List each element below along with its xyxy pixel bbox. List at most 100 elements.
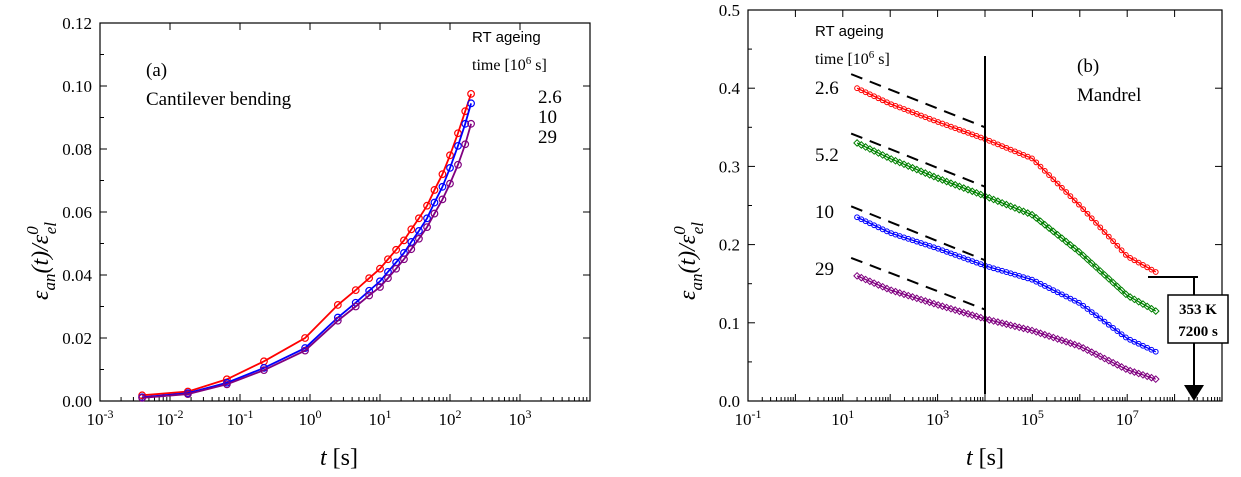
y-sub2: el — [41, 222, 60, 235]
data-point — [301, 346, 309, 355]
data-point — [1096, 352, 1105, 361]
data-point — [1147, 304, 1156, 313]
data-point — [895, 289, 904, 297]
data-point — [1053, 230, 1062, 239]
y-tick-label: 0.04 — [62, 266, 92, 285]
data-point — [921, 297, 930, 305]
data-point — [1096, 267, 1105, 275]
data-point — [1040, 330, 1049, 339]
data-point — [1093, 312, 1099, 319]
panel-b-series — [850, 56, 1160, 394]
data-point — [1121, 290, 1130, 299]
data-point — [985, 193, 994, 202]
data-point — [998, 319, 1007, 328]
data-point — [1011, 322, 1019, 331]
data-point — [1049, 227, 1058, 236]
data-point — [1093, 219, 1099, 226]
y-tick-label: 0.4 — [719, 79, 741, 98]
y-tick-label: 0.12 — [62, 14, 92, 33]
data-point — [1032, 327, 1041, 336]
y-tick-label: 0.3 — [719, 157, 740, 176]
data-point — [461, 119, 470, 128]
data-point — [392, 264, 401, 273]
data-point — [887, 286, 896, 295]
legend-title-2-text: time [10 — [472, 57, 526, 74]
panel-a-annotation: Cantilever bending — [146, 89, 292, 110]
data-point — [1076, 299, 1082, 306]
data-point — [976, 190, 985, 199]
x-tick-label: 10-2 — [157, 407, 184, 429]
data-point — [1080, 206, 1087, 213]
data-point — [400, 255, 408, 264]
data-point — [438, 170, 447, 179]
y-tick-label: 0.2 — [719, 236, 740, 255]
data-point — [430, 186, 439, 194]
y-tick-label: 0.02 — [62, 329, 92, 348]
data-point — [430, 198, 439, 207]
data-point — [333, 316, 342, 325]
data-point — [1092, 350, 1100, 359]
data-point — [1002, 320, 1011, 329]
y-sup: 0 — [23, 226, 42, 235]
x-tick-label: 10-1 — [735, 407, 762, 429]
data-point — [223, 380, 231, 389]
series-line-10 — [142, 103, 472, 399]
data-point — [947, 179, 955, 188]
x-unit: [s] — [333, 445, 358, 471]
data-point — [1113, 360, 1122, 369]
data-point — [1087, 259, 1096, 268]
data-point — [1131, 257, 1138, 264]
indicator-temp: 353 K — [1179, 302, 1217, 318]
data-point — [1118, 247, 1125, 254]
data-point — [1057, 336, 1066, 345]
heat-treatment-indicator: 353 K 7200 s — [1148, 276, 1229, 401]
data-point — [1121, 365, 1130, 373]
data-point — [912, 294, 921, 303]
y-tick-label: 0.5 — [719, 1, 740, 20]
data-point — [1063, 189, 1070, 195]
data-point — [430, 209, 439, 218]
panel-a-ticks: 10-3 10-2 10-1 100 101 102 103 0.00 0.02 0.04 0.06… — [62, 14, 591, 429]
data-point — [870, 279, 879, 288]
data-point — [1071, 197, 1078, 204]
y-tick-label: 0.00 — [62, 392, 92, 411]
panel-b-legend-10: 10 — [815, 202, 834, 223]
data-point — [1109, 278, 1117, 287]
data-point — [1036, 329, 1045, 338]
data-point — [874, 149, 883, 157]
data-point — [934, 301, 943, 309]
data-point — [1075, 342, 1083, 350]
panel-a-legend-title: RT ageing — [472, 29, 541, 46]
data-point — [1100, 354, 1109, 363]
data-point — [1088, 309, 1095, 316]
data-point — [1006, 321, 1015, 330]
data-point — [384, 255, 392, 264]
data-point — [1032, 214, 1041, 222]
data-point — [1088, 215, 1095, 222]
data-point — [400, 236, 408, 245]
data-point — [929, 299, 938, 308]
data-point — [1147, 373, 1156, 382]
data-point — [1114, 328, 1121, 335]
data-point — [415, 226, 423, 235]
data-point — [857, 273, 866, 282]
data-point — [384, 274, 392, 283]
x-var: t — [320, 445, 328, 471]
data-point — [446, 163, 454, 172]
y-sub: an — [40, 274, 59, 291]
x-tick-label: 101 — [831, 407, 854, 429]
panel-b-label: (b) — [1077, 56, 1099, 77]
panel-a-legend-10: 10 — [538, 107, 557, 128]
data-point — [878, 151, 887, 159]
data-point — [934, 174, 943, 183]
x-tick-label: 10-1 — [227, 407, 254, 429]
data-point — [972, 188, 981, 197]
x-tick-label: 101 — [369, 407, 392, 429]
data-point — [989, 317, 998, 325]
y-mid: (t)/ε — [28, 234, 54, 273]
data-point — [1110, 325, 1116, 331]
data-point — [365, 291, 374, 300]
data-point — [964, 309, 972, 318]
data-point — [438, 182, 447, 191]
data-point — [376, 264, 384, 273]
